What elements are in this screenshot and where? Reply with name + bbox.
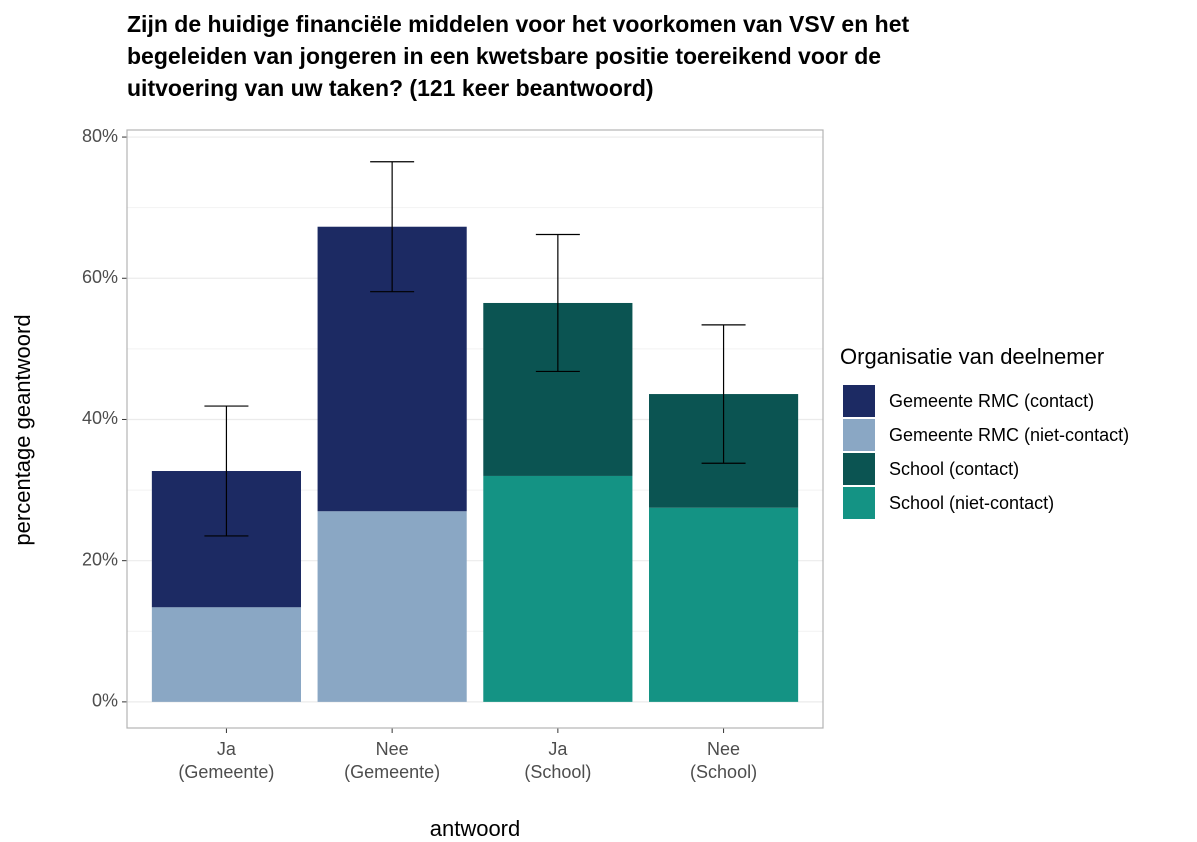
bar bbox=[649, 507, 799, 702]
legend-label: Gemeente RMC (contact) bbox=[889, 391, 1094, 411]
y-tick-label: 80% bbox=[82, 126, 118, 146]
error-bar bbox=[370, 161, 415, 293]
legend-key bbox=[843, 385, 875, 417]
x-axis-label: antwoord bbox=[430, 816, 521, 841]
x-tick-label: Nee bbox=[376, 739, 409, 759]
error-bar bbox=[204, 405, 249, 537]
chart-title: begeleiden van jongeren in een kwetsbare… bbox=[127, 43, 881, 69]
legend-title: Organisatie van deelnemer bbox=[840, 344, 1104, 369]
y-tick-label: 60% bbox=[82, 267, 118, 287]
y-tick-label: 20% bbox=[82, 549, 118, 569]
y-axis-label: percentage geantwoord bbox=[10, 314, 35, 545]
error-bar bbox=[535, 233, 580, 373]
legend-key bbox=[843, 453, 875, 485]
y-tick-label: 40% bbox=[82, 408, 118, 428]
bar bbox=[151, 607, 301, 702]
panel-border bbox=[126, 129, 824, 729]
bar bbox=[483, 475, 633, 702]
x-tick-label: (School) bbox=[690, 762, 757, 782]
chart-title: uitvoering van uw taken? (121 keer beant… bbox=[127, 75, 654, 101]
x-tick-label: (Gemeente) bbox=[178, 762, 274, 782]
legend-label: School (niet-contact) bbox=[889, 493, 1054, 513]
legend-label: Gemeente RMC (niet-contact) bbox=[889, 425, 1129, 445]
x-tick-label: (School) bbox=[524, 762, 591, 782]
legend-key bbox=[843, 419, 875, 451]
legend-key bbox=[843, 487, 875, 519]
chart-title: Zijn de huidige financiële middelen voor… bbox=[127, 11, 909, 37]
error-bar bbox=[701, 324, 746, 464]
x-tick-label: (Gemeente) bbox=[344, 762, 440, 782]
x-tick-label: Nee bbox=[707, 739, 740, 759]
x-tick-label: Ja bbox=[548, 739, 568, 759]
legend-label: School (contact) bbox=[889, 459, 1019, 479]
y-tick-label: 0% bbox=[92, 691, 118, 711]
bar bbox=[317, 511, 467, 702]
x-tick-label: Ja bbox=[217, 739, 237, 759]
